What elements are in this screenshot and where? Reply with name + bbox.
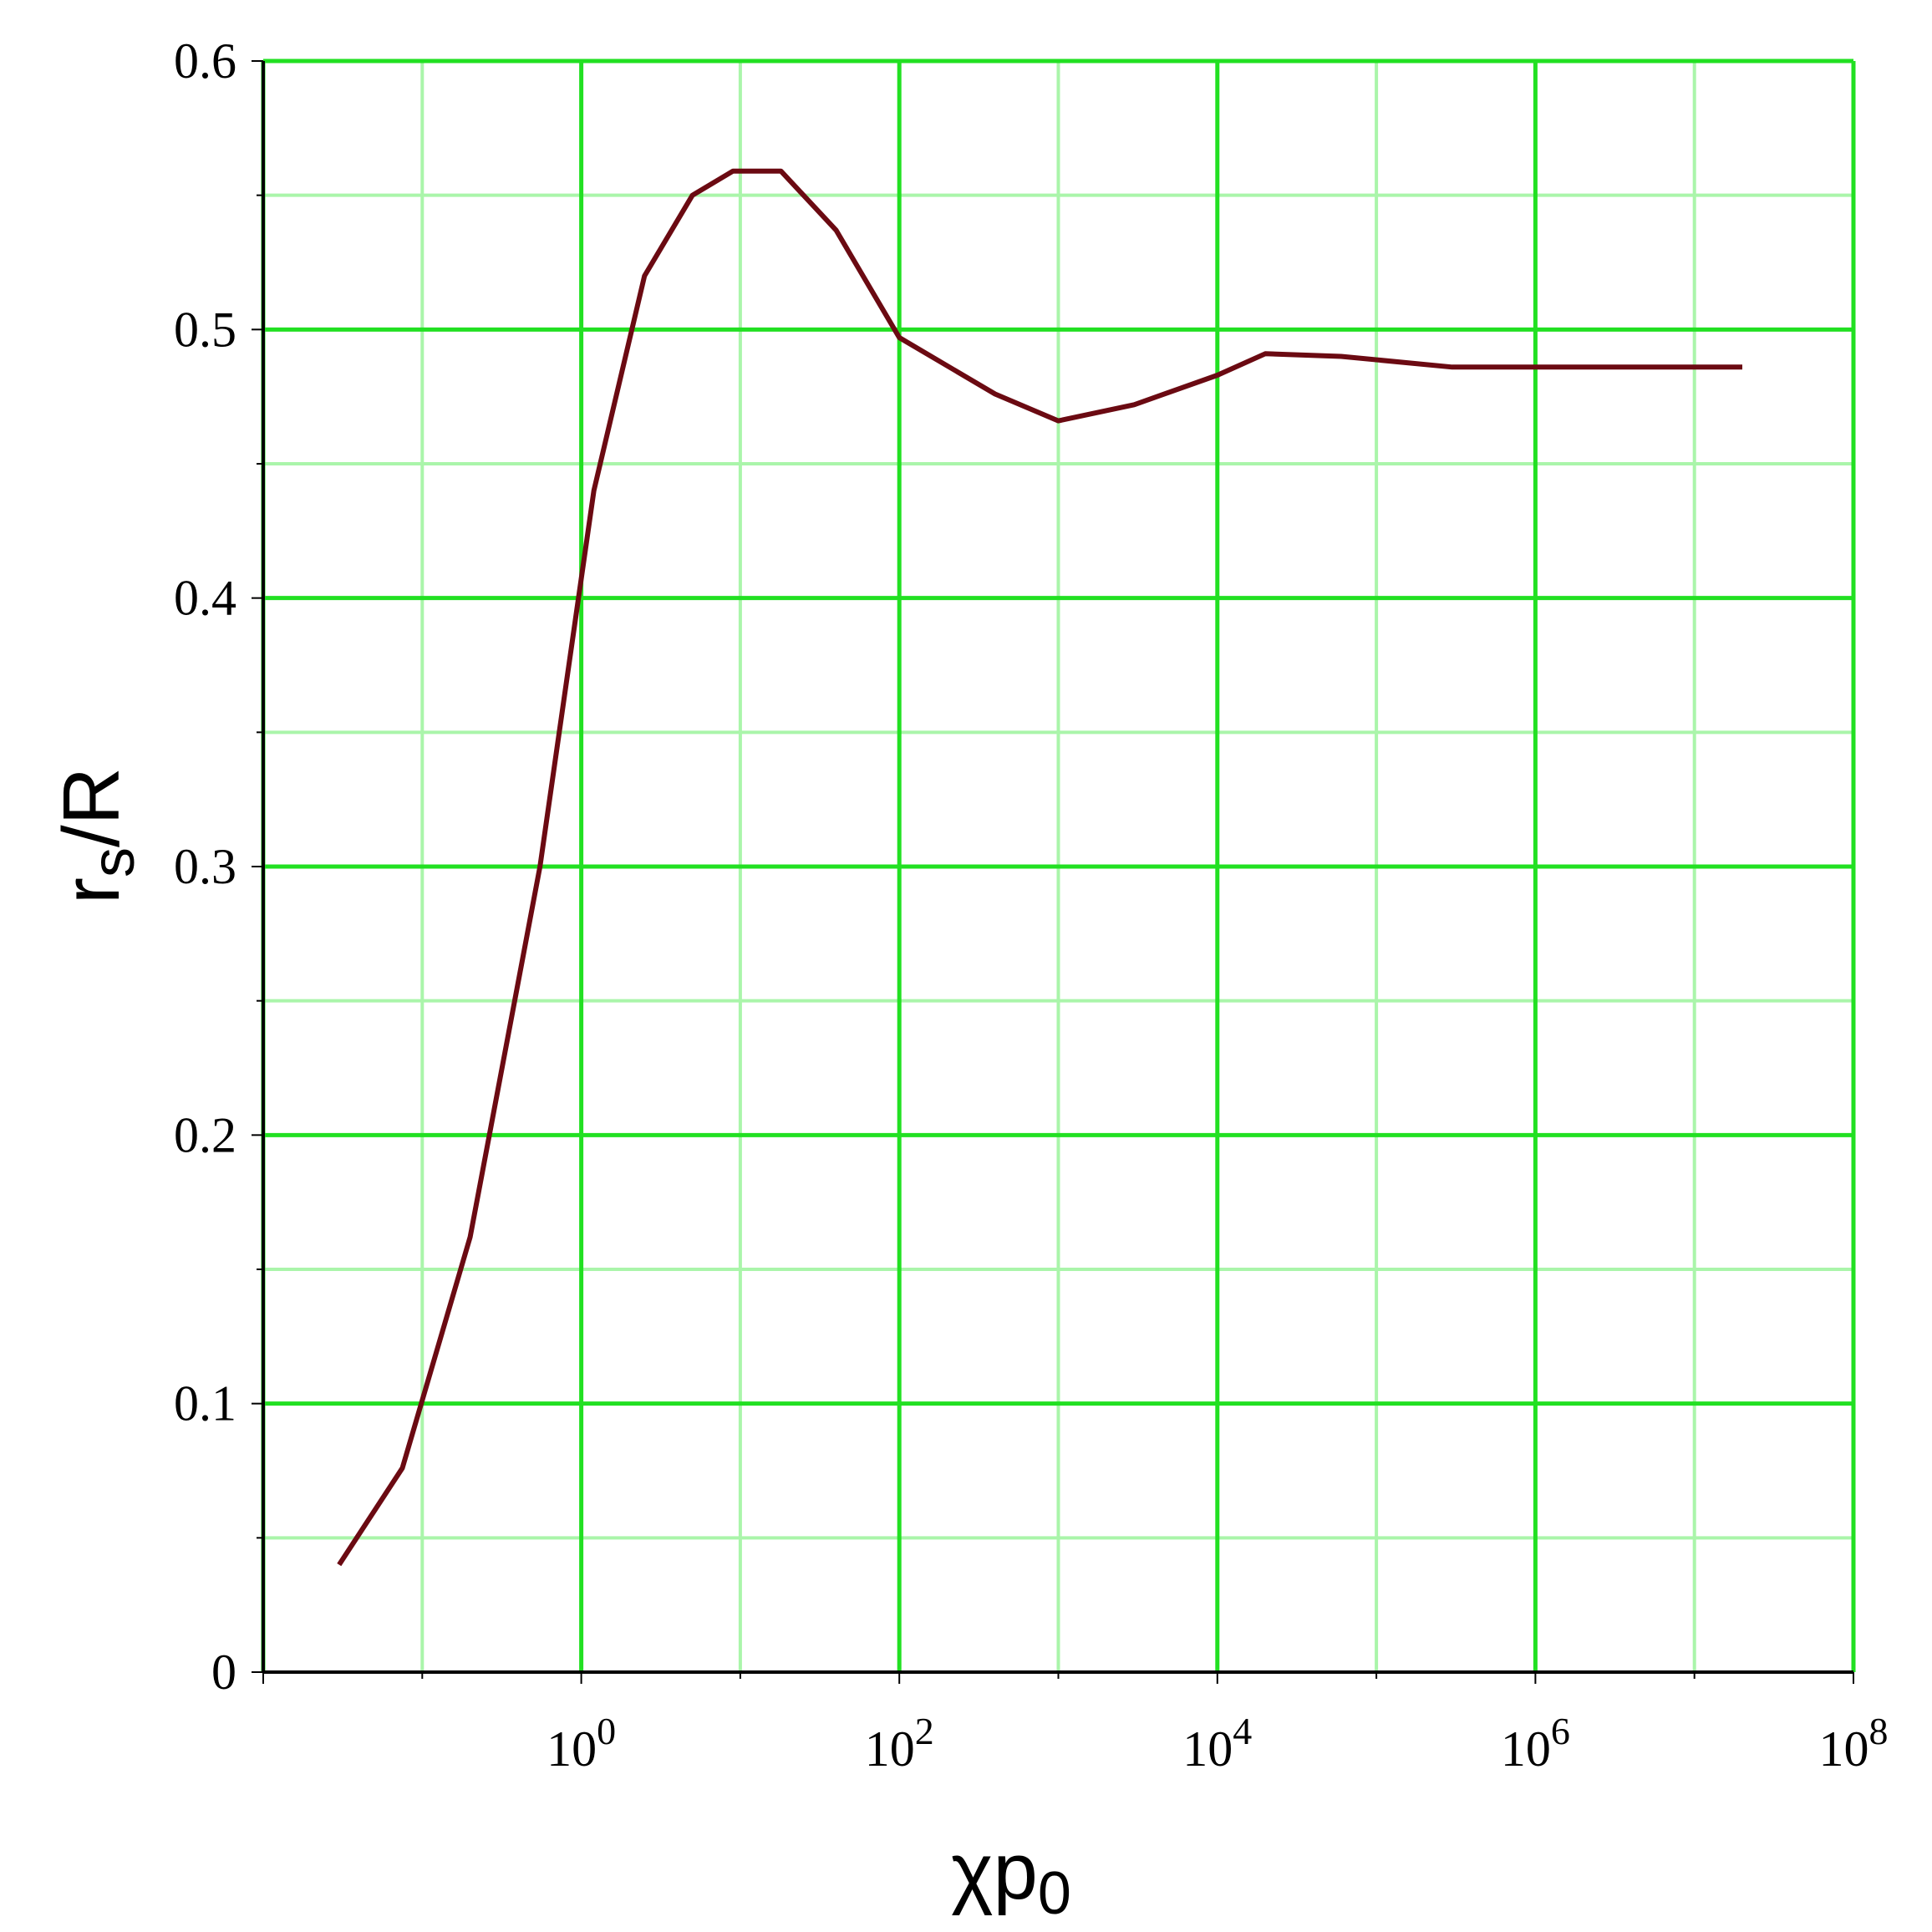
axis-ticks [252, 60, 1854, 1684]
x-axis-title: χp0 [951, 1827, 1071, 1927]
x-tick-label: 100 [547, 1710, 616, 1777]
y-tick-label: 0.2 [174, 1107, 236, 1162]
x-tick-labels: 100 102 104 106 108 [547, 1710, 1888, 1777]
y-tick-label: 0.6 [174, 33, 236, 89]
y-axis-title: rs/R [47, 767, 147, 904]
y-tick-label: 0.1 [174, 1376, 236, 1431]
y-tick-label: 0 [211, 1645, 236, 1700]
x-tick-label: 106 [1501, 1710, 1570, 1777]
x-tick-label: 102 [865, 1710, 934, 1777]
y-tick-label: 0.5 [174, 302, 236, 357]
y-tick-label: 0.3 [174, 839, 236, 894]
series-line [337, 168, 1742, 1567]
y-tick-label: 0.4 [174, 571, 236, 626]
y-tick-labels: 0 0.1 0.2 0.3 0.4 0.5 0.6 [174, 33, 236, 1700]
x-tick-label: 108 [1819, 1710, 1889, 1777]
x-tick-label: 104 [1182, 1710, 1252, 1777]
